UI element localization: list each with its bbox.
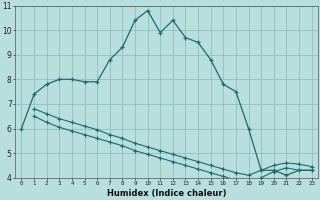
X-axis label: Humidex (Indice chaleur): Humidex (Indice chaleur): [107, 189, 226, 198]
